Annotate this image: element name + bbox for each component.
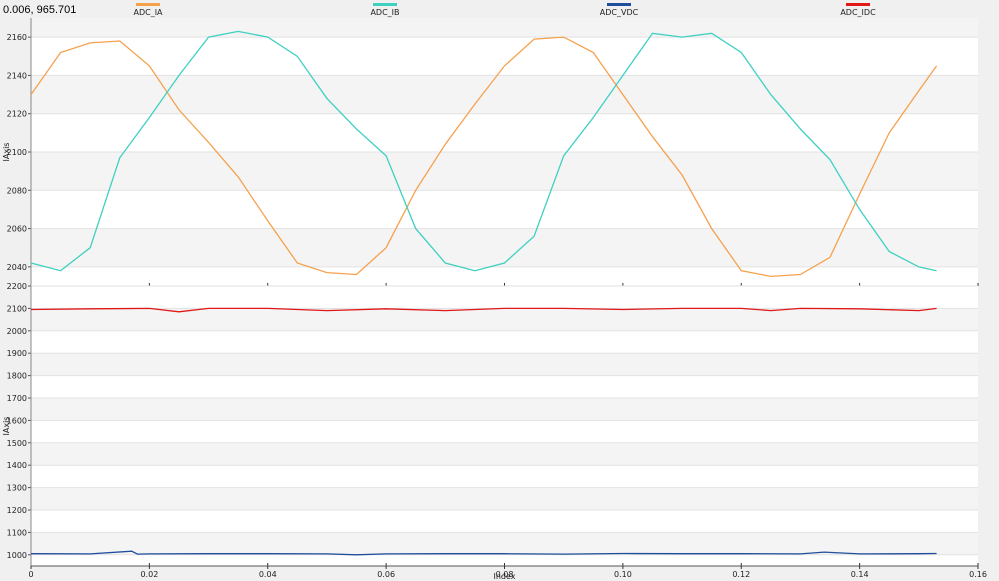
grid-band (31, 308, 978, 331)
x-tick-label: 0.06 (377, 570, 395, 579)
x-tick-label: 0.04 (259, 570, 277, 579)
grid-band (31, 353, 978, 376)
y-tick-label: 1600 (7, 416, 27, 425)
y-tick-label: 2160 (7, 33, 27, 42)
x-axis-title: Index (493, 572, 515, 581)
y-tick-label: 1900 (7, 349, 27, 358)
grid-band (31, 532, 978, 555)
plot-area-1 (31, 286, 978, 566)
legend-swatch-adc_idc (846, 3, 870, 6)
y-axis-title: IAxis (2, 417, 11, 436)
y-tick-label: 1800 (7, 372, 27, 381)
legend-label-adc_ia: ADC_IA (133, 8, 163, 17)
y-tick-label: 2000 (7, 327, 27, 336)
grid-band (31, 487, 978, 510)
grid-band (31, 18, 978, 38)
grid-band (31, 228, 978, 267)
legend-label-adc_vdc: ADC_VDC (600, 8, 639, 17)
series-line-adc_ib (30, 30, 937, 272)
x-tick-label: 0.12 (732, 570, 750, 579)
x-tick-label: 0.08 (496, 570, 514, 579)
legend-swatch-adc_ia (136, 3, 160, 6)
grid-band (31, 442, 978, 466)
y-tick-label: 2140 (7, 71, 27, 80)
x-tick-label: 0.10 (614, 570, 632, 579)
x-tick-label: 0.14 (851, 570, 869, 579)
y-tick-label: 1200 (7, 506, 27, 515)
y-axis-title: IAxis (2, 143, 11, 162)
y-tick-label: 1100 (7, 528, 27, 537)
y-tick-label: 1000 (7, 551, 27, 560)
series-line-adc_vdc (30, 550, 937, 556)
y-tick-label: 1700 (7, 394, 27, 403)
grid-band (31, 152, 978, 191)
grid-band (31, 75, 978, 114)
y-tick-label: 2040 (7, 263, 27, 272)
x-tick-label: 0.02 (140, 570, 158, 579)
y-tick-label: 2080 (7, 186, 27, 195)
y-tick-label: 2120 (7, 110, 27, 119)
legend-swatch-adc_vdc (607, 3, 631, 6)
grid-band (31, 398, 978, 421)
series-line-adc_idc (30, 307, 937, 313)
y-tick-label: 2200 (7, 282, 27, 291)
coordinate-readout: 0.006, 965.701 (3, 4, 77, 16)
legend-label-adc_ib: ADC_IB (370, 8, 399, 17)
series-line-adc_ia (30, 36, 938, 278)
y-tick-label: 2100 (7, 148, 27, 157)
x-tick-label: 0.16 (969, 570, 987, 579)
legend-swatch-adc_ib (373, 3, 397, 6)
y-tick-label: 1400 (7, 461, 27, 470)
y-tick-label: 2100 (7, 304, 27, 313)
legend-label-adc_idc: ADC_IDC (840, 8, 876, 17)
x-tick-label: 0 (28, 570, 33, 579)
y-tick-label: 2060 (7, 225, 27, 234)
y-tick-label: 1300 (7, 484, 27, 493)
y-tick-label: 1500 (7, 439, 27, 448)
